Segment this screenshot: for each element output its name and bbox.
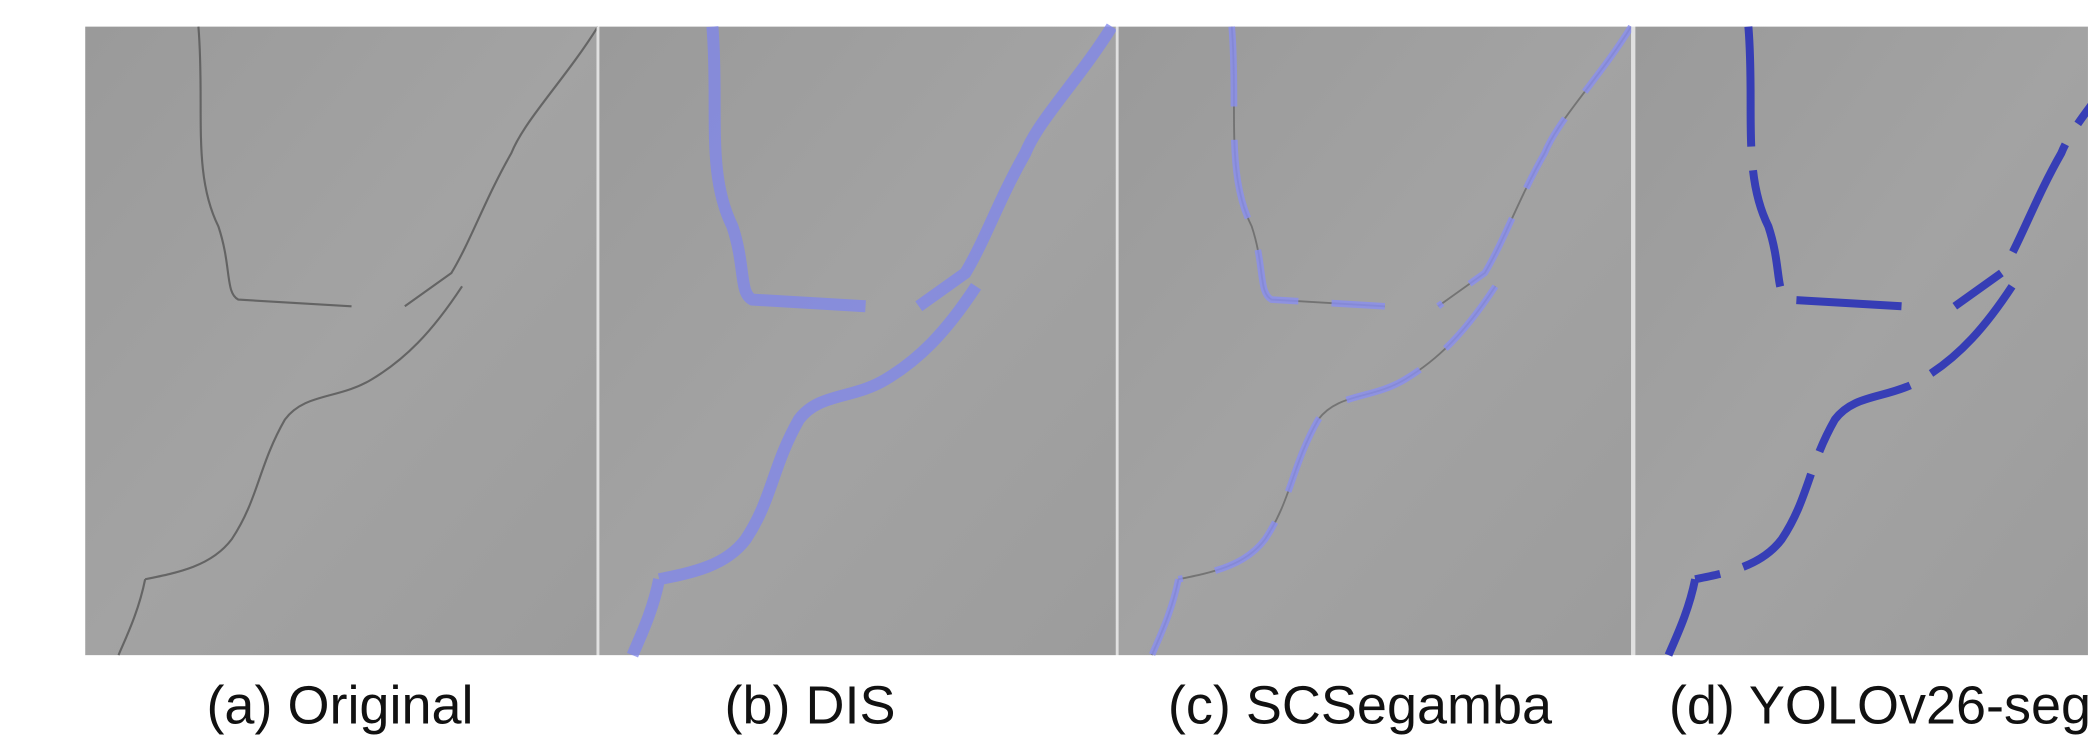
panel-dis — [599, 27, 1116, 656]
image — [1635, 26, 2088, 656]
caption: (a) Original — [206, 675, 473, 735]
image — [599, 26, 1116, 656]
panel-original — [85, 25, 599, 657]
image — [1118, 26, 1632, 656]
caption: (c) SCSegamba — [1168, 675, 1553, 735]
caption: (b) DIS — [724, 675, 895, 735]
caption: (d) YOLOv26-seg — [1669, 675, 2088, 735]
panel-yolo — [1635, 27, 2088, 656]
panel-scsegamba — [1118, 26, 1632, 656]
image — [85, 26, 597, 656]
panels — [85, 27, 2088, 656]
